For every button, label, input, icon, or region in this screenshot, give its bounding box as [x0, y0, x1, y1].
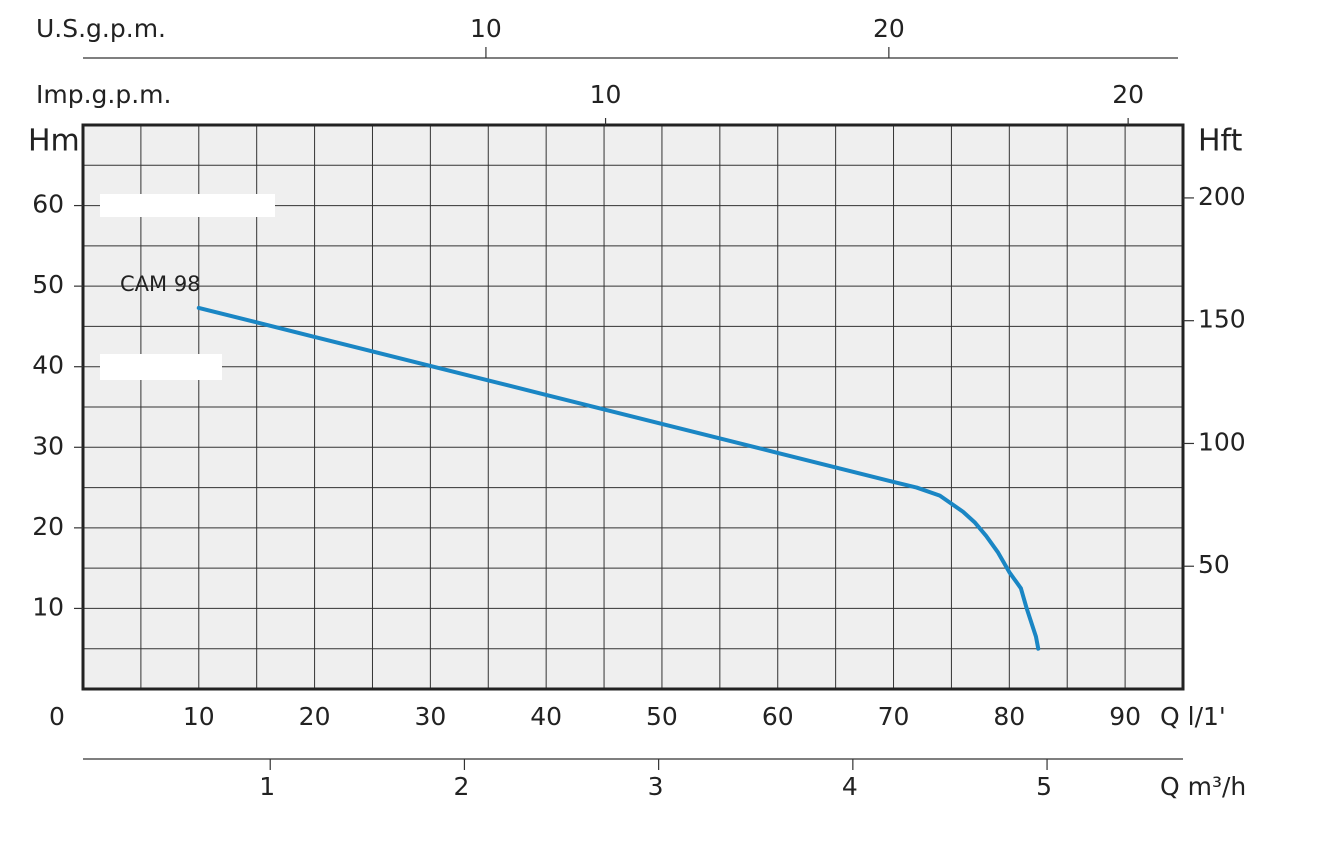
top-tick-label: 20 — [1112, 80, 1144, 109]
y-tick-label: 10 — [32, 592, 64, 621]
x-tick-label: 0 — [49, 702, 65, 731]
y2-tick-label: 150 — [1198, 305, 1246, 334]
x-tick-label: 10 — [183, 702, 215, 731]
y2-tick-label: 50 — [1198, 550, 1230, 579]
x-tick-label: 30 — [414, 702, 446, 731]
grid — [83, 125, 1183, 689]
x-tick-label: 60 — [762, 702, 794, 731]
y-tick-label: 20 — [32, 512, 64, 541]
bottom-tick-label: 1 — [259, 772, 275, 801]
x-tick-label: 70 — [878, 702, 910, 731]
y-tick-label: 50 — [32, 270, 64, 299]
bottom-tick-label: 3 — [648, 772, 664, 801]
series-label: CAM 98 — [120, 272, 201, 296]
y2-tick-label: 200 — [1198, 182, 1246, 211]
y-tick-label: 60 — [32, 190, 64, 219]
patch — [100, 194, 275, 217]
x-axis-label: Q l/1' — [1160, 702, 1226, 731]
top-tick-label: 10 — [590, 80, 622, 109]
curve — [196, 305, 1041, 651]
top-axis-label: Imp.g.p.m. — [36, 80, 171, 109]
patch — [100, 354, 222, 380]
x-tick-label: 50 — [646, 702, 678, 731]
top-axis-label: U.S.g.p.m. — [36, 14, 166, 43]
y2-tick-label: 100 — [1198, 427, 1246, 456]
plot-frame — [81, 123, 1185, 691]
y-tick-label: 40 — [32, 351, 64, 380]
top-tick-label: 10 — [470, 14, 502, 43]
y-axis-label: Hm — [28, 124, 80, 159]
bottom-tick-label: 4 — [842, 772, 858, 801]
x-tick-label: 20 — [299, 702, 331, 731]
y-tick-label: 30 — [32, 431, 64, 460]
x-tick-label: 90 — [1109, 702, 1141, 731]
x-tick-label: 80 — [993, 702, 1025, 731]
top-tick-label: 20 — [873, 14, 905, 43]
bottom-tick-label: 2 — [453, 772, 469, 801]
bottom-tick-label: 5 — [1036, 772, 1052, 801]
x-tick-label: 40 — [530, 702, 562, 731]
y2-axis-label: Hft — [1198, 124, 1243, 159]
bottom-axis-label: Q m³/h — [1160, 772, 1246, 801]
